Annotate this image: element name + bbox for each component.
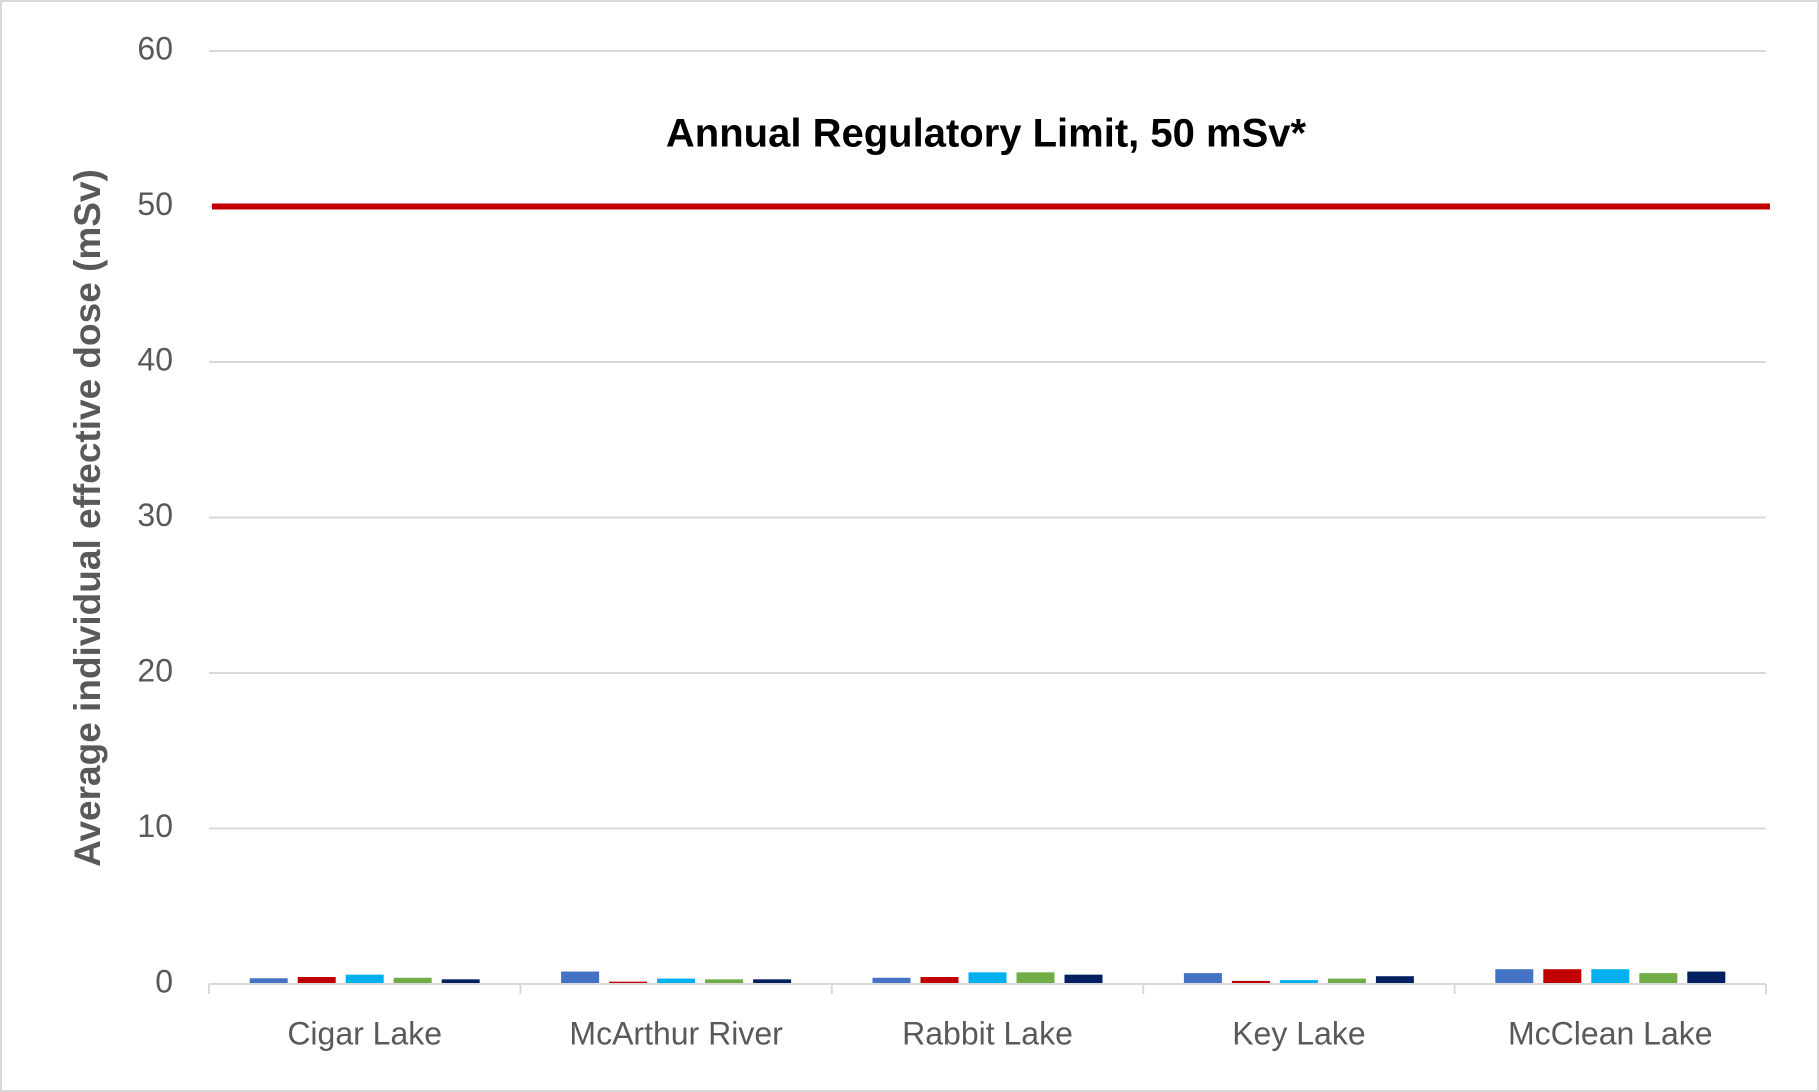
bar	[609, 981, 648, 984]
bar	[920, 977, 959, 984]
bar	[705, 979, 744, 984]
y-tick-label: 10	[137, 808, 173, 844]
bar	[657, 978, 696, 984]
bar	[297, 977, 336, 984]
bar	[1495, 969, 1534, 984]
bar	[1327, 978, 1366, 984]
bar	[1543, 969, 1582, 984]
bar	[393, 977, 432, 984]
bar	[753, 979, 792, 984]
bar	[1183, 973, 1222, 984]
bar	[1279, 980, 1318, 984]
y-tick-label: 0	[155, 963, 173, 999]
bar	[968, 972, 1007, 984]
bar	[1231, 980, 1270, 984]
y-tick-label: 60	[137, 30, 173, 66]
reference-label: Annual Regulatory Limit, 50 mSv*	[666, 112, 1307, 156]
bar	[441, 979, 480, 984]
bar	[872, 977, 911, 984]
bar	[1375, 976, 1414, 984]
x-tick-label: Rabbit Lake	[902, 1015, 1073, 1051]
bar	[1064, 974, 1103, 984]
x-tick-label: McArthur River	[569, 1015, 783, 1051]
bar	[345, 974, 384, 984]
bar	[249, 978, 288, 984]
bar	[561, 971, 600, 984]
y-tick-label: 50	[137, 186, 173, 222]
y-tick-label: 20	[137, 652, 173, 688]
x-tick-label: McClean Lake	[1508, 1015, 1713, 1051]
y-tick-label: 40	[137, 341, 173, 377]
y-axis-label: Average individual effective dose (mSv)	[67, 169, 108, 867]
bar	[1016, 972, 1055, 984]
bar	[1687, 971, 1726, 984]
x-tick-label: Key Lake	[1232, 1015, 1365, 1051]
bar	[1639, 973, 1678, 984]
y-tick-label: 30	[137, 497, 173, 533]
bar	[1591, 969, 1630, 984]
x-tick-label: Cigar Lake	[287, 1015, 442, 1051]
